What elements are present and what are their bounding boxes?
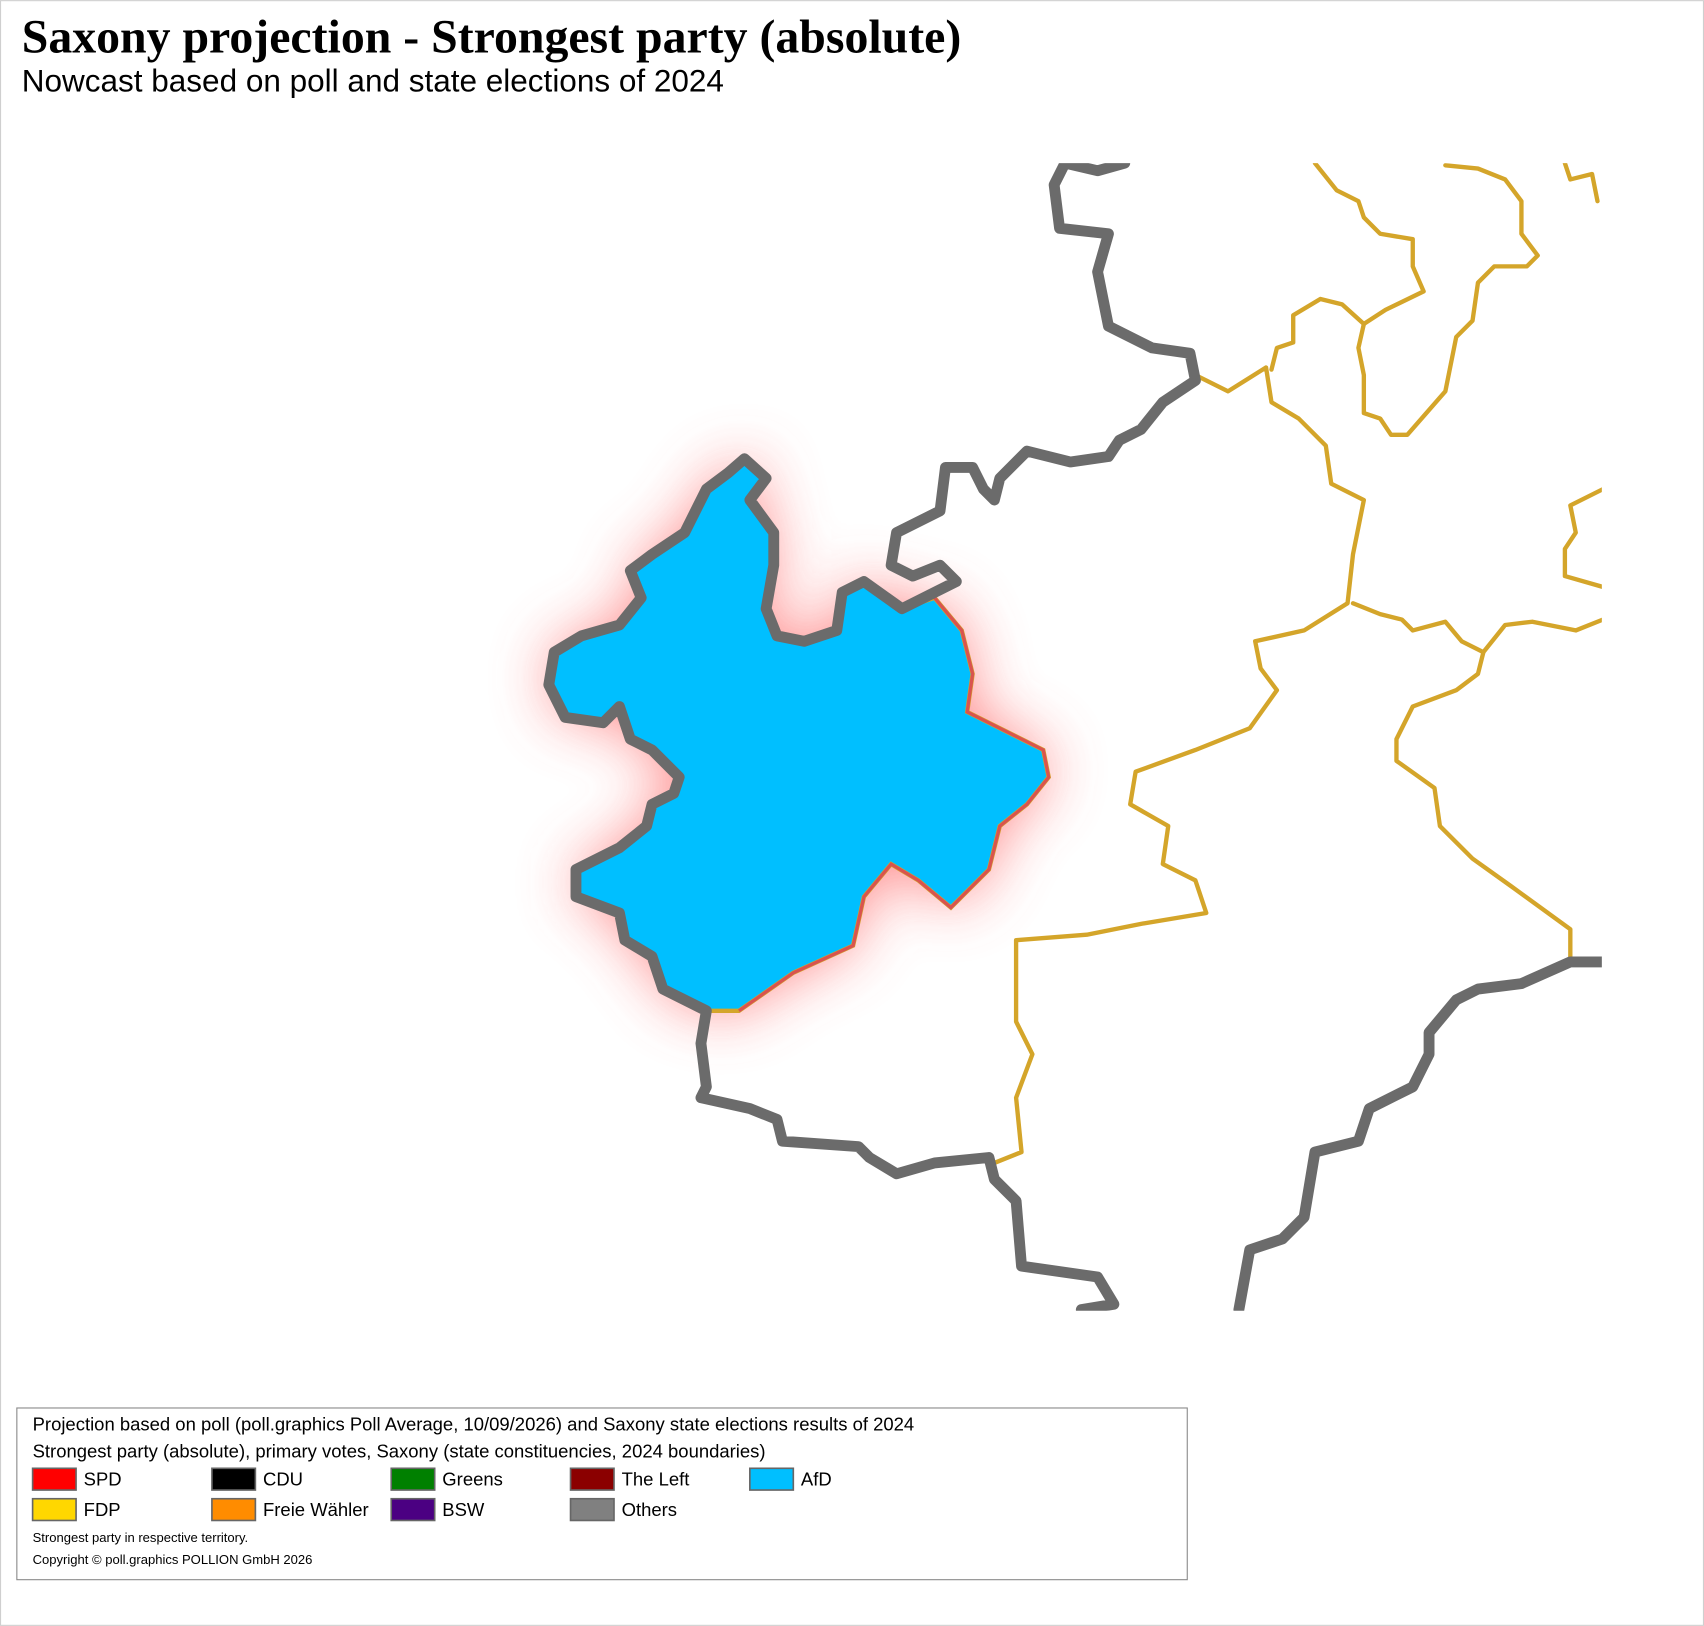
legend-line: Strongest party (absolute), primary vote… bbox=[33, 1440, 766, 1461]
legend: Projection based on poll (poll.graphics … bbox=[16, 1407, 1188, 1581]
highlight-edge bbox=[738, 596, 1051, 1013]
title: Saxony projection - Strongest party (abs… bbox=[22, 10, 962, 63]
legend-label: Others bbox=[622, 1499, 677, 1520]
subtitle: Nowcast based on poll and state election… bbox=[22, 62, 724, 98]
legend-swatch bbox=[390, 1467, 436, 1491]
legend-swatch bbox=[31, 1467, 77, 1491]
legend-swatch bbox=[211, 1497, 257, 1522]
legend-swatch bbox=[569, 1467, 615, 1491]
legend-swatch bbox=[569, 1497, 615, 1522]
legend-label: AfD bbox=[801, 1469, 832, 1490]
constituency-borders bbox=[992, 163, 1602, 1166]
legend-label: Freie Wähler bbox=[263, 1499, 369, 1520]
legend-swatch bbox=[390, 1497, 436, 1522]
legend-box bbox=[16, 1407, 1188, 1581]
legend-label: The Left bbox=[622, 1469, 690, 1490]
legend-note: Copyright © poll.graphics POLLION GmbH 2… bbox=[33, 1552, 313, 1567]
legend-label: SPD bbox=[84, 1469, 122, 1490]
legend-label: Greens bbox=[442, 1469, 503, 1490]
legend-label: FDP bbox=[84, 1499, 121, 1520]
legend-swatch bbox=[749, 1467, 795, 1491]
legend-note: Strongest party in respective territory. bbox=[33, 1530, 249, 1545]
legend-label: CDU bbox=[263, 1469, 303, 1490]
legend-swatch bbox=[31, 1497, 77, 1522]
legend-swatch bbox=[211, 1467, 257, 1491]
state-borders bbox=[543, 163, 1602, 1311]
legend-line: Projection based on poll (poll.graphics … bbox=[33, 1413, 915, 1434]
map bbox=[543, 163, 1602, 1311]
legend-label: BSW bbox=[442, 1499, 485, 1520]
